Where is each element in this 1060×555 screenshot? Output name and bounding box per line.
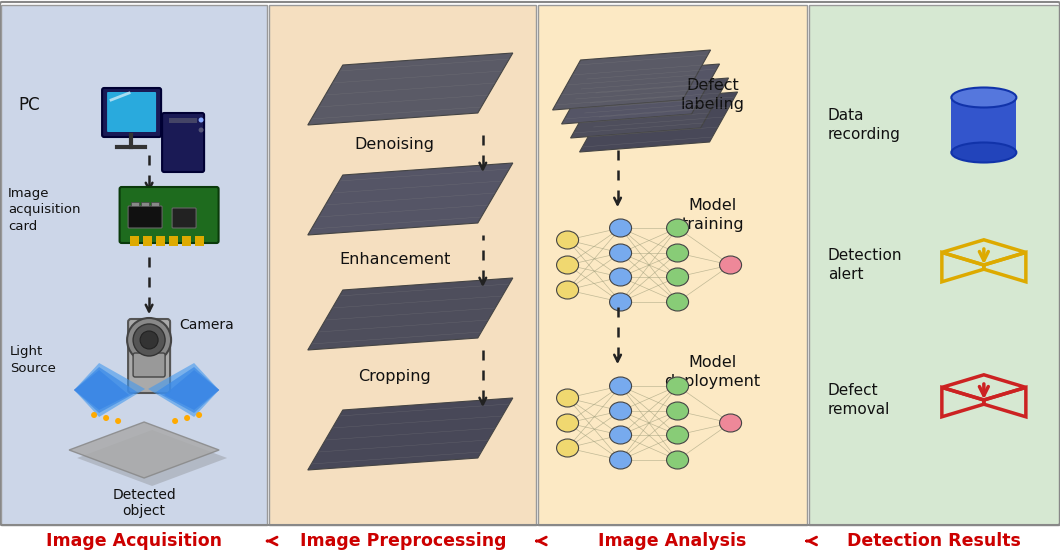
- Ellipse shape: [720, 414, 742, 432]
- Polygon shape: [77, 430, 227, 486]
- Polygon shape: [148, 363, 219, 417]
- Text: Defect
labeling: Defect labeling: [681, 78, 744, 112]
- Polygon shape: [74, 370, 129, 410]
- Ellipse shape: [610, 293, 632, 311]
- Text: Detection Results: Detection Results: [847, 532, 1021, 550]
- Circle shape: [127, 318, 171, 362]
- Polygon shape: [580, 92, 738, 152]
- Ellipse shape: [556, 414, 579, 432]
- Ellipse shape: [720, 256, 742, 274]
- Text: Camera: Camera: [179, 318, 234, 332]
- Bar: [538, 5, 807, 525]
- Circle shape: [91, 412, 98, 418]
- Ellipse shape: [667, 268, 689, 286]
- Ellipse shape: [667, 451, 689, 469]
- Text: Denoising: Denoising: [355, 138, 435, 153]
- Ellipse shape: [610, 402, 632, 420]
- Bar: [269, 5, 536, 525]
- Polygon shape: [156, 367, 219, 413]
- Ellipse shape: [667, 402, 689, 420]
- Ellipse shape: [667, 377, 689, 395]
- Ellipse shape: [556, 256, 579, 274]
- Ellipse shape: [610, 451, 632, 469]
- Circle shape: [184, 415, 190, 421]
- Ellipse shape: [610, 377, 632, 395]
- Text: Defect
removal: Defect removal: [828, 383, 890, 417]
- Ellipse shape: [610, 268, 632, 286]
- Text: Light
Source: Light Source: [10, 346, 56, 375]
- Polygon shape: [164, 370, 219, 410]
- Ellipse shape: [610, 426, 632, 444]
- Ellipse shape: [556, 439, 579, 457]
- Circle shape: [198, 118, 204, 123]
- Bar: [1, 5, 267, 525]
- Bar: [952, 98, 1017, 153]
- Text: Cropping: Cropping: [358, 370, 431, 385]
- Circle shape: [134, 324, 165, 356]
- Bar: [156, 236, 164, 246]
- Text: Image Preprocessing: Image Preprocessing: [300, 532, 506, 550]
- Polygon shape: [307, 53, 513, 125]
- Polygon shape: [562, 64, 720, 124]
- Circle shape: [116, 418, 121, 424]
- Bar: [141, 202, 149, 206]
- FancyBboxPatch shape: [134, 353, 165, 377]
- Ellipse shape: [952, 143, 1017, 163]
- Circle shape: [103, 415, 109, 421]
- Bar: [195, 236, 204, 246]
- Circle shape: [140, 331, 158, 349]
- Polygon shape: [307, 398, 513, 470]
- Bar: [169, 236, 178, 246]
- Ellipse shape: [667, 244, 689, 262]
- Bar: [152, 202, 159, 206]
- Ellipse shape: [556, 281, 579, 299]
- Bar: [181, 236, 191, 246]
- Polygon shape: [69, 422, 219, 478]
- Text: Image
acquisition
card: Image acquisition card: [8, 188, 81, 233]
- Text: Model
deployment: Model deployment: [665, 355, 761, 389]
- FancyBboxPatch shape: [107, 92, 156, 132]
- Text: Model
training: Model training: [682, 198, 744, 232]
- FancyBboxPatch shape: [128, 319, 170, 393]
- Text: PC: PC: [18, 96, 39, 114]
- Text: Image Acquisition: Image Acquisition: [46, 532, 223, 550]
- Ellipse shape: [610, 244, 632, 262]
- Polygon shape: [74, 363, 145, 417]
- Ellipse shape: [952, 88, 1017, 108]
- Ellipse shape: [556, 389, 579, 407]
- Circle shape: [198, 128, 204, 133]
- Ellipse shape: [556, 231, 579, 249]
- Polygon shape: [570, 78, 728, 138]
- Bar: [143, 236, 152, 246]
- Text: Data
recording: Data recording: [828, 108, 901, 142]
- Text: Image Analysis: Image Analysis: [599, 532, 746, 550]
- Polygon shape: [552, 50, 710, 110]
- FancyBboxPatch shape: [172, 208, 196, 228]
- Ellipse shape: [667, 426, 689, 444]
- Circle shape: [172, 418, 178, 424]
- FancyBboxPatch shape: [128, 206, 162, 228]
- Circle shape: [196, 412, 202, 418]
- FancyBboxPatch shape: [102, 88, 161, 137]
- Bar: [129, 236, 139, 246]
- Text: Detection
alert: Detection alert: [828, 248, 902, 282]
- Polygon shape: [74, 367, 137, 413]
- Ellipse shape: [610, 219, 632, 237]
- Text: Detected
object: Detected object: [112, 488, 176, 518]
- Bar: [809, 5, 1059, 525]
- Ellipse shape: [667, 293, 689, 311]
- FancyBboxPatch shape: [120, 187, 218, 243]
- Bar: [131, 202, 139, 206]
- Text: Enhancement: Enhancement: [339, 253, 450, 268]
- FancyBboxPatch shape: [162, 113, 205, 172]
- Ellipse shape: [667, 219, 689, 237]
- Polygon shape: [307, 163, 513, 235]
- Bar: [170, 118, 197, 123]
- Polygon shape: [307, 278, 513, 350]
